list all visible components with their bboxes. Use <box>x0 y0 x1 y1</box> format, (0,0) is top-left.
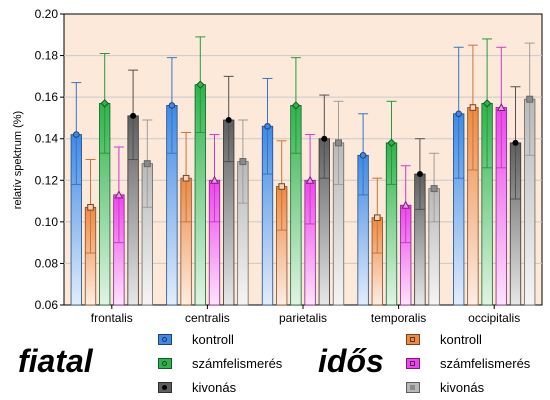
legend-swatch-green <box>158 358 172 369</box>
legend-swatch-blue <box>158 334 172 345</box>
legend: fiatal idős kontroll számfelismerés kivo… <box>0 318 550 400</box>
marker <box>416 171 423 178</box>
marker <box>87 204 94 211</box>
x-tick-label-centralis: centralis <box>185 311 230 325</box>
legend-swatch-darkgray <box>158 382 172 393</box>
x-tick-label-parietalis: parietalis <box>279 311 327 325</box>
y-tick-label: 0.14 <box>35 132 59 146</box>
marker <box>305 175 315 184</box>
legend-item-fiatal-kontroll: kontroll <box>158 332 234 347</box>
legend-item-idos-kontroll: kontroll <box>406 332 482 347</box>
marker <box>496 102 506 112</box>
legend-label: kontroll <box>192 332 234 347</box>
marker <box>374 214 381 221</box>
y-tick-label: 0.08 <box>35 256 59 270</box>
marker <box>278 183 285 190</box>
legend-marker <box>410 385 415 390</box>
x-tick-label-temporalis: temporalis <box>371 311 426 325</box>
x-tick-label-occipitalis: occipitalis <box>468 311 520 325</box>
marker <box>264 122 271 130</box>
bars <box>70 84 536 306</box>
y-tick-label: 0.10 <box>35 215 59 229</box>
legend-marker <box>410 361 415 366</box>
legend-label: számfelismerés <box>192 356 283 371</box>
marker <box>359 152 367 159</box>
y-tick-label: 0.18 <box>35 49 59 63</box>
marker <box>401 200 411 209</box>
bar-chart: 0.06 0.08 0.10 0.12 0.14 0.16 0.18 0.20 frontal… <box>12 7 543 325</box>
marker <box>482 99 492 108</box>
marker <box>130 112 137 119</box>
marker <box>196 80 205 89</box>
marker <box>335 139 342 147</box>
legend-item-idos-kivonas: kivonás <box>406 380 484 395</box>
legend-label: kivonás <box>192 380 237 395</box>
legend-marker <box>162 337 167 342</box>
marker <box>526 95 534 103</box>
marker <box>182 174 190 182</box>
y-tick-label: 0.16 <box>35 90 59 104</box>
legend-item-fiatal-szamfelismeres: számfelismerés <box>158 356 282 371</box>
legend-marker <box>162 385 167 390</box>
legend-group-fiatal: fiatal <box>18 343 93 379</box>
legend-item-idos-szamfelismeres: számfelismerés <box>406 356 530 371</box>
legend-swatch-lightgray <box>406 382 420 393</box>
legend-group-idos: idős <box>318 343 384 379</box>
legend-item-fiatal-kivonas: kivonás <box>158 380 236 395</box>
marker <box>387 138 396 148</box>
marker <box>291 101 301 110</box>
marker <box>512 139 519 146</box>
marker <box>168 102 176 109</box>
x-tick-label-frontalis: frontalis <box>91 311 133 325</box>
markers <box>73 80 534 221</box>
marker <box>455 110 463 118</box>
legend-swatch-magenta <box>406 358 420 369</box>
marker <box>210 175 219 184</box>
marker <box>143 160 151 168</box>
legend-label: kontroll <box>440 332 482 347</box>
y-tick-label: 0.20 <box>35 7 59 21</box>
y-tick-label: 0.12 <box>35 173 59 187</box>
marker <box>73 131 80 138</box>
x-axis: frontalis centralis parietalis temporalis oc… <box>91 305 520 325</box>
legend-swatch-orange <box>406 334 420 345</box>
y-axis: 0.06 0.08 0.10 0.12 0.14 0.16 0.18 0.20 <box>35 7 64 312</box>
marker <box>114 190 124 199</box>
marker <box>321 135 328 142</box>
y-tick-label: 0.06 <box>35 298 59 312</box>
y-axis-label: relatív spektrum (%) <box>12 111 24 209</box>
marker <box>100 99 109 108</box>
marker <box>239 158 247 166</box>
legend-marker <box>410 337 415 342</box>
marker <box>430 185 438 193</box>
legend-label: kivonás <box>440 380 485 395</box>
marker <box>225 117 232 124</box>
legend-marker <box>162 361 167 366</box>
marker <box>469 104 477 111</box>
legend-label: számfelismerés <box>440 356 531 371</box>
